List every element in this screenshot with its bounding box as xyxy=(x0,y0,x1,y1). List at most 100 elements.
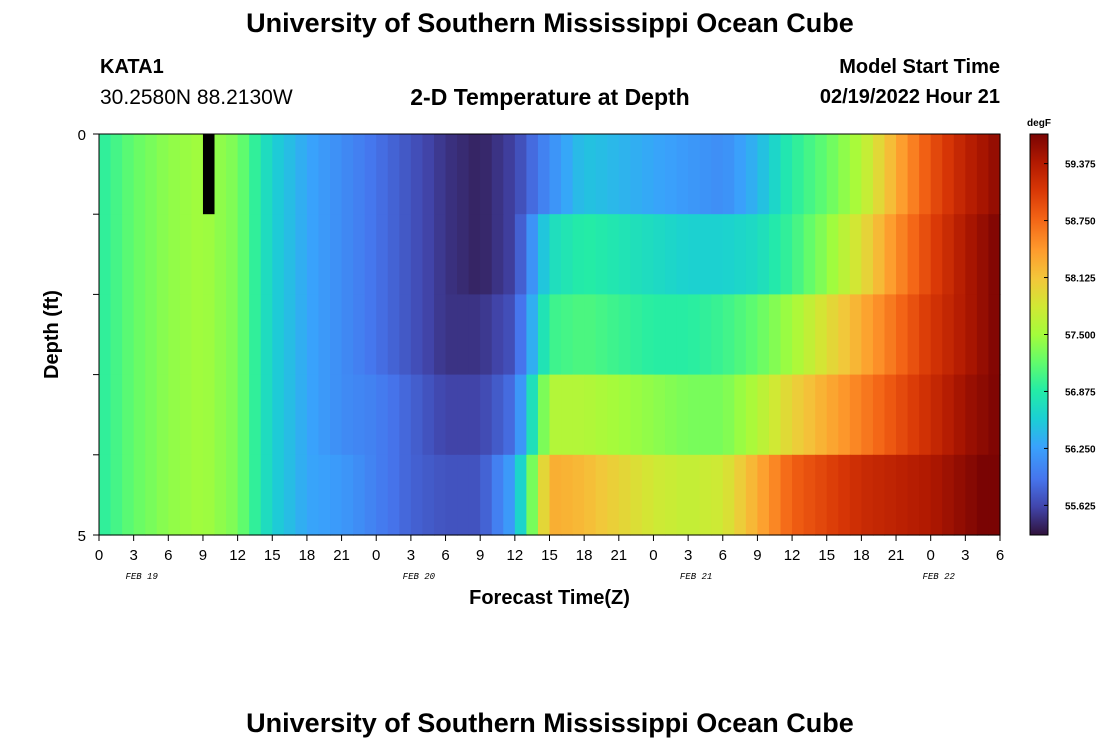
heatmap-cell xyxy=(202,374,216,456)
heatmap-cell xyxy=(826,214,839,295)
heatmap-cell xyxy=(884,214,897,295)
heatmap-cell xyxy=(480,454,493,536)
heatmap-cell xyxy=(341,374,354,456)
heatmap-cell xyxy=(607,294,620,376)
heatmap-cell xyxy=(133,454,146,536)
heatmap-cell xyxy=(491,214,504,295)
heatmap-cell xyxy=(953,454,966,536)
heatmap-cell xyxy=(907,294,920,376)
heatmap-cell xyxy=(226,134,239,215)
heatmap-cell xyxy=(122,374,135,456)
heatmap-cell xyxy=(930,134,943,215)
heatmap-cell xyxy=(145,134,158,215)
heatmap-cell xyxy=(110,374,123,456)
heatmap-cell xyxy=(734,134,747,215)
heatmap-cell xyxy=(249,134,262,215)
heatmap-cell xyxy=(803,454,816,536)
x-tick-label: 6 xyxy=(441,547,449,564)
heatmap-cell xyxy=(792,294,805,376)
heatmap-cell xyxy=(330,374,343,456)
heatmap-cell xyxy=(399,134,412,215)
heatmap-cell xyxy=(191,294,204,376)
station-coordinates: 30.2580N 88.2130W xyxy=(100,86,293,109)
heatmap-cell xyxy=(122,214,135,295)
heatmap-cell xyxy=(226,214,239,295)
heatmap-cell xyxy=(815,454,828,536)
heatmap-cell xyxy=(549,214,562,295)
heatmap-cell xyxy=(226,374,239,456)
heatmap-cell xyxy=(549,134,562,215)
heatmap-cell xyxy=(976,134,990,215)
heatmap-cell xyxy=(965,454,978,536)
heatmap-cell xyxy=(930,294,943,376)
heatmap-cell xyxy=(734,374,747,456)
heatmap-cell xyxy=(156,454,169,536)
heatmap-cell xyxy=(249,374,262,456)
heatmap-cell xyxy=(653,294,666,376)
heatmap-cell xyxy=(768,214,782,295)
heatmap-cell xyxy=(688,214,701,295)
chart-subtitle: 2-D Temperature at Depth xyxy=(410,84,690,110)
heatmap-cell xyxy=(191,454,204,536)
heatmap-cell xyxy=(364,294,377,376)
heatmap-cell xyxy=(780,214,793,295)
heatmap-cell xyxy=(595,294,608,376)
heatmap-cell xyxy=(526,214,539,295)
heatmap-cell xyxy=(399,294,412,376)
heatmap-cell xyxy=(896,374,909,456)
heatmap-cell xyxy=(861,214,874,295)
heatmap-cell xyxy=(503,134,516,215)
heatmap-cell xyxy=(792,134,805,215)
heatmap-cell xyxy=(665,134,678,215)
chart-title: University of Southern Mississippi Ocean… xyxy=(246,8,854,38)
heatmap-cell xyxy=(99,134,112,215)
heatmap-cell xyxy=(630,374,643,456)
heatmap-cell xyxy=(688,374,701,456)
x-tick-label: 12 xyxy=(507,547,524,564)
heatmap-cell xyxy=(665,294,678,376)
heatmap-cell xyxy=(283,134,296,215)
heatmap-cell xyxy=(249,214,262,295)
heatmap-cell xyxy=(202,294,216,376)
heatmap-cell xyxy=(768,134,782,215)
heatmap-cell xyxy=(410,214,424,295)
heatmap-cell xyxy=(688,294,701,376)
heatmap-cell xyxy=(179,134,193,215)
heatmap-cell xyxy=(191,214,204,295)
heatmap-cell xyxy=(260,134,273,215)
heatmap-cell xyxy=(179,214,193,295)
heatmap-cell xyxy=(480,294,493,376)
heatmap-cell xyxy=(953,214,966,295)
heatmap-cell xyxy=(561,294,574,376)
heatmap-cell xyxy=(618,454,631,536)
heatmap-cell xyxy=(110,214,123,295)
heatmap-cell xyxy=(480,374,493,456)
heatmap-cell xyxy=(457,134,470,215)
heatmap-cell xyxy=(537,134,551,215)
heatmap-cell xyxy=(457,294,470,376)
heatmap-cell xyxy=(156,134,169,215)
heatmap-cell xyxy=(584,214,597,295)
heatmap-cell xyxy=(422,214,435,295)
heatmap-cell xyxy=(260,214,273,295)
x-tick-label: 9 xyxy=(199,547,207,564)
heatmap-cell xyxy=(734,294,747,376)
heatmap-cell xyxy=(468,214,481,295)
heatmap-cell xyxy=(537,294,551,376)
heatmap-cell xyxy=(399,374,412,456)
heatmap-cell xyxy=(595,134,608,215)
heatmap-cell xyxy=(653,134,666,215)
heatmap-cell xyxy=(641,134,655,215)
heatmap-cell xyxy=(641,374,655,456)
heatmap-cell xyxy=(976,214,990,295)
heatmap-cell xyxy=(376,134,389,215)
heatmap-cell xyxy=(884,294,897,376)
heatmap-cell xyxy=(942,454,955,536)
heatmap-cell xyxy=(306,294,320,376)
heatmap-cell xyxy=(930,214,943,295)
heatmap-cell xyxy=(768,294,782,376)
x-tick-label: 21 xyxy=(610,547,627,564)
heatmap-cell xyxy=(202,214,216,295)
heatmap-cell xyxy=(653,214,666,295)
heatmap-cell xyxy=(884,374,897,456)
